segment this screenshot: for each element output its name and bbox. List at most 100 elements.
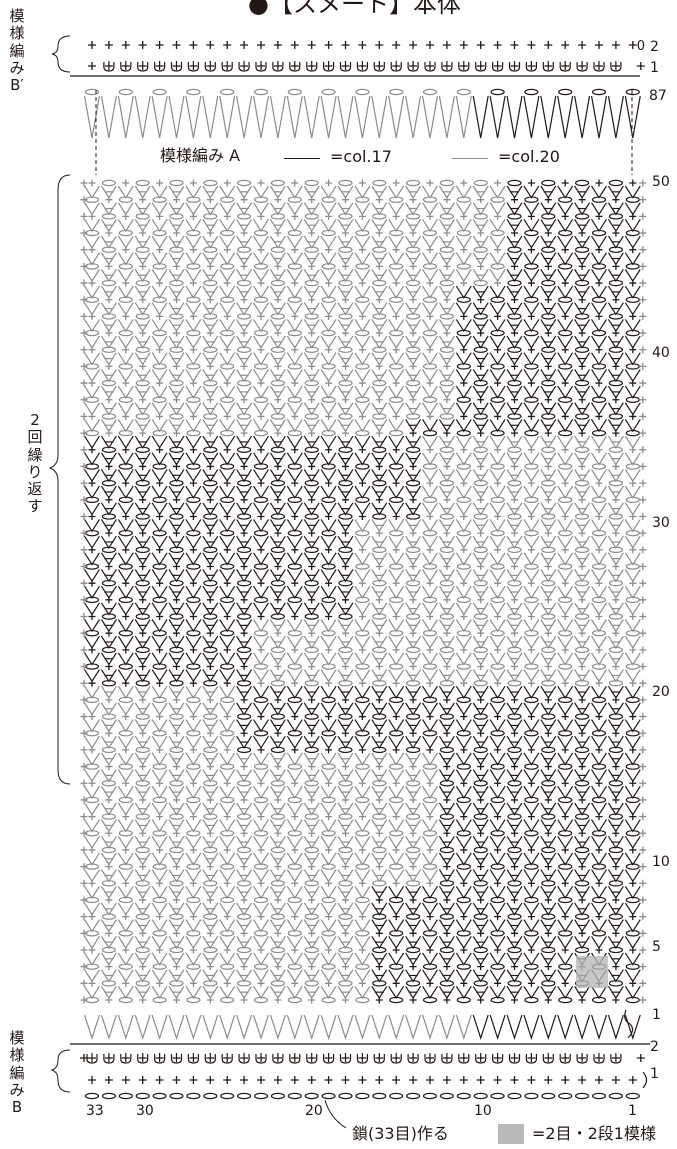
double-crochet-icon: [371, 302, 388, 316]
double-crochet-icon: [591, 519, 607, 533]
double-crochet-icon: [320, 402, 337, 416]
double-crochet-icon: [455, 452, 472, 466]
double-crochet-icon: [337, 819, 354, 833]
double-crochet-icon: [168, 419, 185, 433]
double-crochet-icon: [134, 369, 151, 383]
double-crochet-icon: [388, 352, 405, 366]
double-crochet-icon: [557, 885, 574, 900]
double-crochet-icon: [185, 302, 202, 316]
single-crochet-icon: [80, 879, 88, 887]
double-crochet-icon: [472, 235, 489, 249]
double-crochet-icon: [591, 669, 607, 683]
double-crochet-icon: [100, 369, 117, 383]
double-crochet-icon: [354, 185, 371, 199]
double-crochet-icon: [117, 269, 134, 283]
double-crochet-icon: [354, 535, 371, 549]
double-crochet-icon: [388, 969, 405, 983]
back-loop-single-crochet-icon: [373, 1053, 385, 1064]
single-crochet-icon: [80, 896, 88, 904]
back-loop-single-crochet-icon: [441, 1053, 453, 1064]
double-crochet-icon: [557, 785, 574, 800]
double-crochet-icon: [320, 869, 337, 883]
double-crochet-icon: [202, 735, 219, 750]
single-crochet-icon: [80, 196, 88, 204]
back-loop-single-crochet-icon: [508, 1053, 521, 1064]
double-crochet-icon: [337, 735, 354, 750]
double-crochet-icon: [455, 835, 472, 850]
double-crochet-icon: [422, 435, 438, 449]
double-crochet-icon: [286, 719, 303, 733]
double-crochet-icon: [100, 285, 117, 299]
double-crochet-icon: [455, 219, 472, 233]
lift-chain-icon: [642, 1071, 648, 1089]
double-crochet-icon: [371, 769, 388, 783]
double-crochet-icon: [371, 285, 388, 299]
double-crochet-icon: [286, 902, 303, 916]
double-crochet-icon: [303, 185, 320, 199]
double-crochet-icon: [202, 319, 219, 333]
double-crochet-icon: [253, 669, 269, 683]
double-crochet-icon: [557, 935, 574, 950]
double-crochet-icon: [455, 95, 472, 139]
double-crochet-icon: [455, 685, 472, 699]
double-crochet-icon: [489, 719, 506, 733]
double-crochet-icon: [100, 852, 117, 866]
double-crochet-icon: [591, 452, 607, 466]
double-crochet-icon: [371, 952, 388, 966]
double-crochet-icon: [506, 502, 523, 516]
double-crochet-icon: [422, 986, 438, 1000]
double-crochet-icon: [591, 202, 607, 216]
double-crochet-icon: [557, 752, 574, 766]
single-crochet-icon: [80, 696, 88, 704]
back-loop-single-crochet-icon: [306, 1053, 318, 1064]
double-crochet-icon: [591, 385, 607, 399]
double-crochet-icon: [388, 285, 405, 299]
double-crochet-icon: [236, 319, 253, 333]
double-crochet-icon: [185, 835, 202, 850]
double-crochet-icon: [624, 986, 641, 1000]
back-loop-single-crochet-icon: [272, 61, 284, 72]
double-crochet-icon: [100, 452, 117, 466]
double-crochet-icon: [320, 1014, 337, 1040]
double-crochet-icon: [557, 285, 574, 299]
double-crochet-icon: [269, 502, 286, 516]
double-crochet-icon: [354, 95, 371, 139]
double-crochet-icon: [607, 835, 624, 850]
double-crochet-icon: [151, 419, 168, 433]
chain-stitch-icon: [355, 88, 370, 96]
back-loop-single-crochet-icon: [204, 1053, 216, 1064]
double-crochet-icon: [253, 552, 269, 566]
double-crochet-icon: [202, 885, 219, 900]
double-crochet-icon: [506, 602, 523, 616]
double-crochet-icon: [557, 502, 574, 516]
double-crochet-icon: [438, 419, 455, 433]
double-crochet-icon: [405, 402, 422, 416]
double-crochet-icon: [303, 419, 320, 433]
double-crochet-icon: [202, 852, 219, 866]
double-crochet-icon: [100, 535, 117, 549]
double-crochet-icon: [489, 335, 506, 349]
double-crochet-icon: [523, 635, 540, 649]
double-crochet-icon: [422, 285, 438, 299]
double-crochet-icon: [438, 335, 455, 349]
double-crochet-icon: [607, 852, 624, 866]
double-crochet-icon: [151, 469, 168, 483]
double-crochet-icon: [607, 902, 624, 916]
double-crochet-icon: [472, 585, 489, 599]
double-crochet-icon: [472, 769, 489, 783]
double-crochet-icon: [117, 902, 134, 916]
double-crochet-icon: [253, 585, 269, 599]
double-crochet-icon: [438, 485, 455, 499]
double-crochet-icon: [134, 419, 151, 433]
double-crochet-icon: [354, 302, 371, 316]
double-crochet-icon: [117, 752, 134, 766]
double-crochet-icon: [574, 502, 591, 516]
double-crochet-icon: [185, 785, 202, 800]
double-crochet-icon: [371, 252, 388, 266]
double-crochet-icon: [253, 335, 269, 349]
single-crochet-icon: [88, 62, 96, 70]
double-crochet-icon: [489, 819, 506, 833]
double-crochet-icon: [100, 835, 117, 850]
double-crochet-icon: [354, 519, 371, 533]
single-crochet-icon: [80, 412, 88, 420]
